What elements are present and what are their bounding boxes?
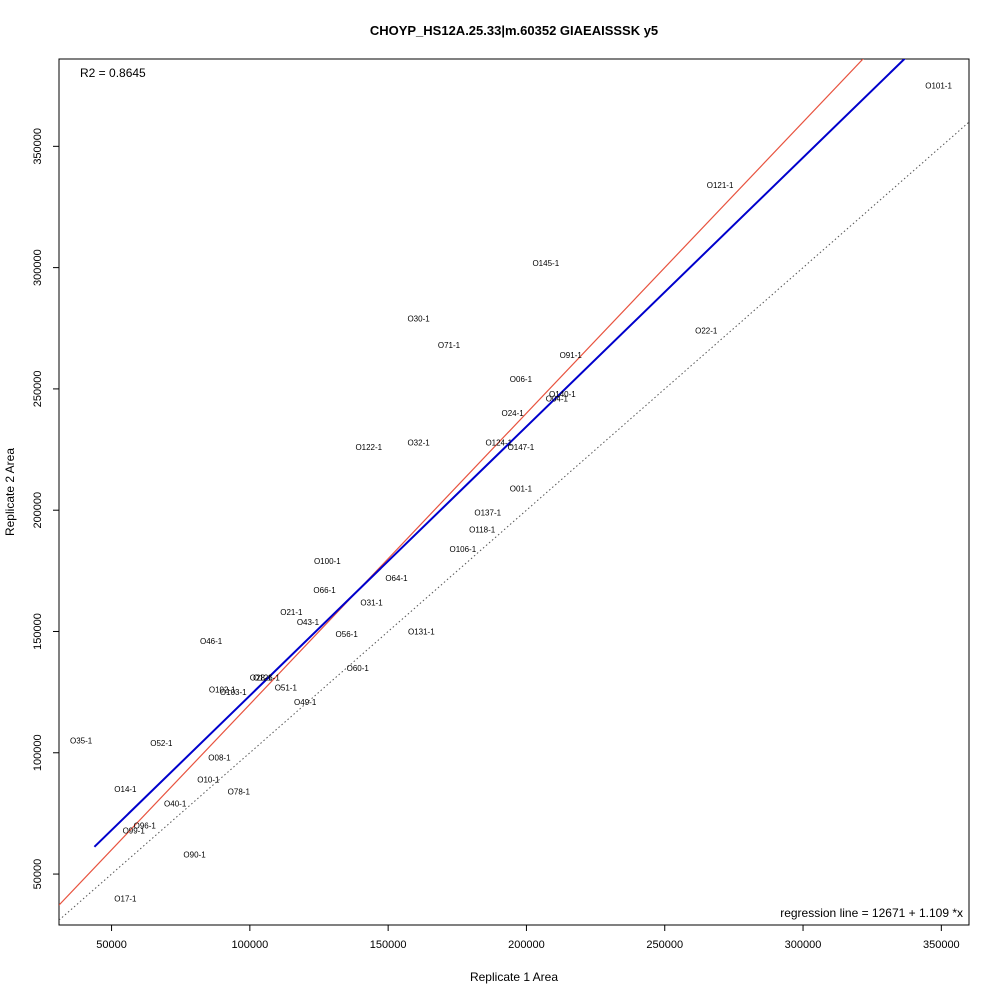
point-label: O106-1 bbox=[449, 545, 476, 554]
y-axis-title: Replicate 2 Area bbox=[3, 448, 17, 536]
point-label: O121-1 bbox=[707, 181, 734, 190]
point-label: O118-1 bbox=[469, 526, 496, 535]
x-tick-label: 350000 bbox=[923, 939, 960, 951]
point-label: O10-1 bbox=[197, 775, 220, 784]
y-tick-label: 250000 bbox=[32, 371, 44, 408]
point-label: O43-1 bbox=[297, 618, 320, 627]
y-axis: 50000 100000 150000 200000 250000 300000 35000… bbox=[32, 128, 59, 889]
y-tick-label: 200000 bbox=[32, 492, 44, 529]
upper-reference-line bbox=[59, 59, 864, 906]
point-label: O35-1 bbox=[70, 737, 93, 746]
point-label: O04-1 bbox=[546, 395, 569, 404]
point-label: O78-1 bbox=[228, 788, 251, 797]
y-tick-label: 150000 bbox=[32, 613, 44, 650]
point-label: O32-1 bbox=[407, 438, 430, 447]
point-label: O06-1 bbox=[510, 375, 533, 384]
point-label: O24-1 bbox=[501, 409, 524, 418]
point-label: O99-1 bbox=[123, 826, 146, 835]
point-label: O91-1 bbox=[560, 351, 583, 360]
point-label: O101-1 bbox=[925, 82, 952, 91]
chart-title: CHOYP_HS12A.25.33|m.60352 GIAEAISSSK y5 bbox=[370, 23, 658, 38]
point-label: O96-1 bbox=[134, 822, 157, 831]
y-tick-label: 50000 bbox=[32, 859, 44, 890]
x-axis-title: Replicate 1 Area bbox=[470, 970, 558, 984]
x-tick-label: 300000 bbox=[785, 939, 822, 951]
x-tick-label: 100000 bbox=[231, 939, 268, 951]
point-label: O08-1 bbox=[208, 754, 231, 763]
point-label: O21-1 bbox=[280, 608, 303, 617]
point-label: O40-1 bbox=[164, 800, 187, 809]
point-label: O102-1 bbox=[209, 686, 236, 695]
point-label: O147-1 bbox=[508, 443, 535, 452]
y-tick-label: 300000 bbox=[32, 249, 44, 286]
point-label: O49-1 bbox=[294, 698, 317, 707]
y-tick-label: 100000 bbox=[32, 734, 44, 771]
regression-line bbox=[93, 59, 906, 848]
point-label: O14-1 bbox=[114, 785, 137, 794]
identity-line bbox=[59, 121, 969, 921]
point-label: O103-1 bbox=[220, 688, 247, 697]
point-label: O140-1 bbox=[549, 390, 576, 399]
point-label: O31-1 bbox=[360, 598, 383, 607]
point-label: O30-1 bbox=[407, 315, 430, 324]
point-label: O66-1 bbox=[313, 586, 336, 595]
x-tick-label: 200000 bbox=[508, 939, 545, 951]
point-label: O22-1 bbox=[695, 327, 718, 336]
point-label: O51-1 bbox=[275, 683, 298, 692]
regression-annotation: regression line = 12671 + 1.109 *x bbox=[780, 906, 963, 920]
point-label: O64-1 bbox=[385, 574, 408, 583]
point-label: O71-1 bbox=[438, 341, 461, 350]
point-label: O100-1 bbox=[314, 557, 341, 566]
point-label: O56-1 bbox=[336, 630, 359, 639]
point-label: O52-1 bbox=[150, 739, 173, 748]
x-tick-label: 50000 bbox=[96, 939, 127, 951]
r2-annotation: R2 = 0.8645 bbox=[80, 66, 146, 80]
point-label: O126-1 bbox=[253, 674, 280, 683]
point-label: O90-1 bbox=[183, 851, 206, 860]
point-label: O131-1 bbox=[408, 627, 435, 636]
point-label: O28-1 bbox=[250, 674, 273, 683]
point-label: O124-1 bbox=[485, 438, 512, 447]
point-label: O137-1 bbox=[474, 509, 501, 518]
x-tick-label: 250000 bbox=[646, 939, 683, 951]
y-tick-label: 350000 bbox=[32, 128, 44, 165]
point-label: O145-1 bbox=[532, 259, 559, 268]
x-tick-label: 150000 bbox=[370, 939, 407, 951]
plot-frame bbox=[58, 58, 970, 926]
point-label: O122-1 bbox=[355, 443, 382, 452]
point-label: O60-1 bbox=[347, 664, 370, 673]
point-label: O01-1 bbox=[510, 484, 533, 493]
point-label: O46-1 bbox=[200, 637, 223, 646]
x-axis: 50000 100000 150000 200000 250000 300000 35000… bbox=[96, 925, 960, 951]
point-label: O17-1 bbox=[114, 894, 137, 903]
